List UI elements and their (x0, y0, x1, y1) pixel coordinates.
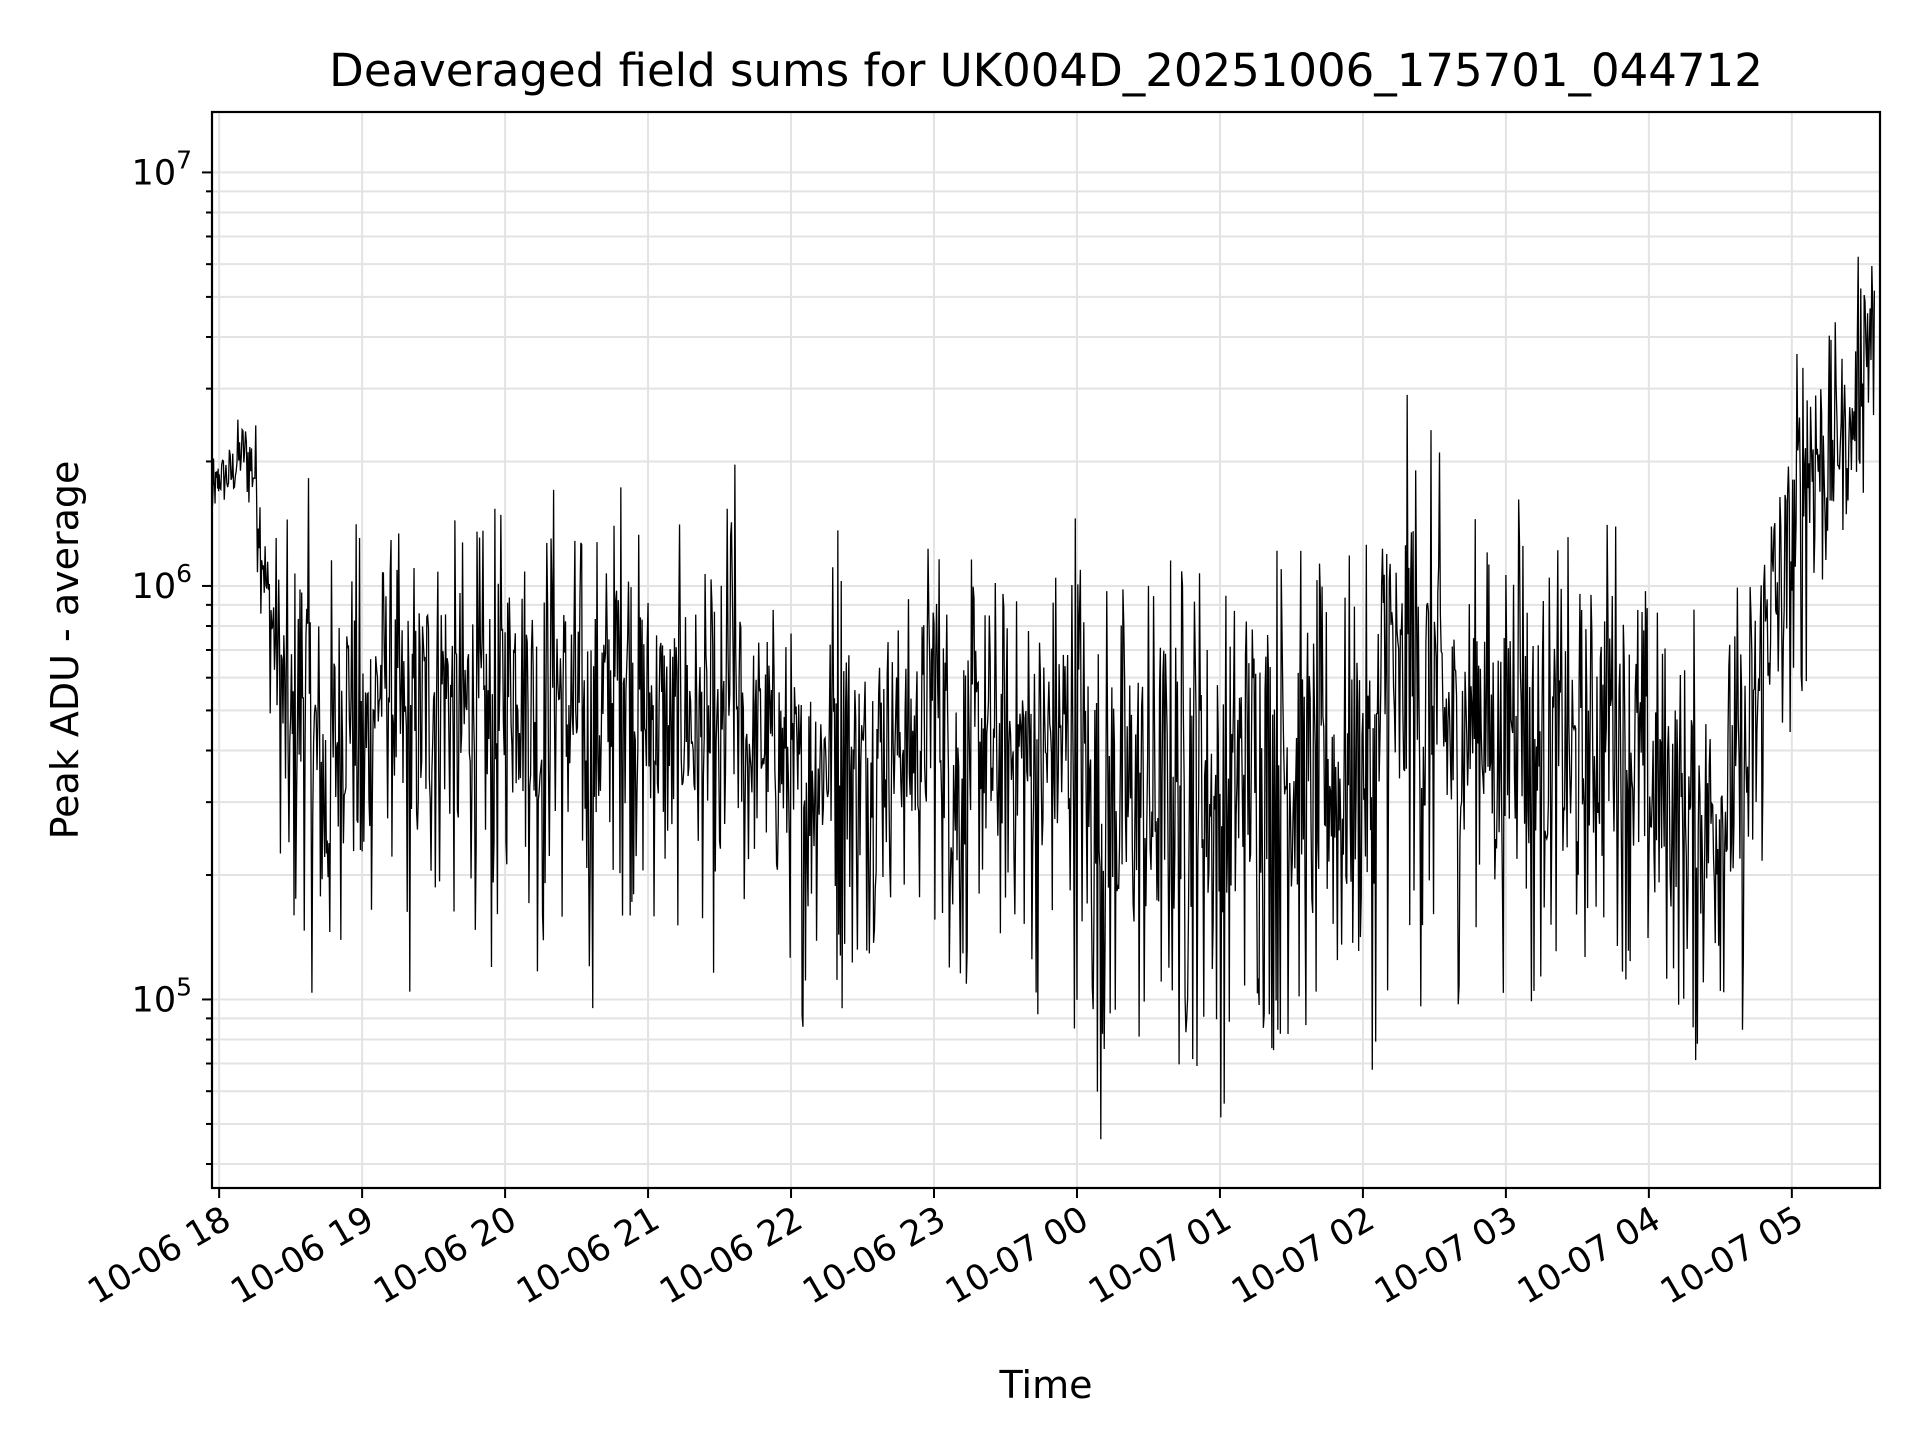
series-layer (212, 256, 1876, 1140)
chart-title: Deaveraged field sums for UK004D_2025100… (329, 44, 1763, 97)
y-axis-label: Peak ADU - average (43, 461, 87, 840)
series-line-0 (212, 256, 1876, 1140)
y-tick-label: 107 (132, 145, 192, 193)
y-tick-label: 105 (132, 972, 192, 1020)
y-axis: 105 106 107 (132, 145, 212, 1166)
y-tick-label: 106 (132, 559, 192, 607)
x-axis-label: Time (999, 1363, 1093, 1407)
